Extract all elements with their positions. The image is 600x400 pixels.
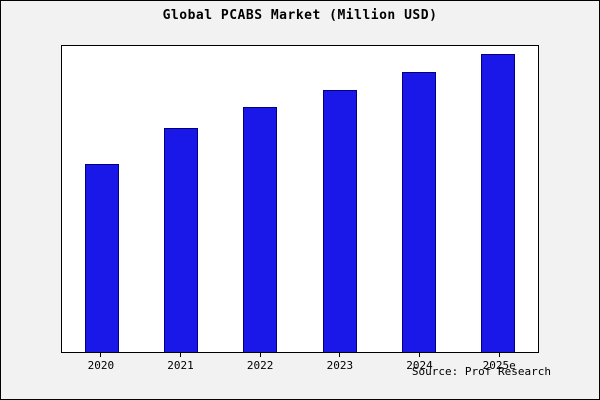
bar-column: [221, 46, 300, 352]
plot-area: [61, 45, 539, 353]
bar: [84, 164, 119, 352]
x-tick: 2025e: [459, 353, 539, 372]
bar-column: [300, 46, 379, 352]
bar: [401, 71, 436, 352]
chart-title: Global PCABS Market (Million USD): [162, 8, 438, 23]
bar: [163, 127, 198, 352]
bar-column: [141, 46, 220, 352]
x-tick: 2022: [220, 353, 300, 372]
x-tick: 2024: [380, 353, 460, 372]
x-axis-labels: 2020 2021 2022 2023 2024 2025e: [61, 353, 539, 372]
bar-column: [379, 46, 458, 352]
bar: [481, 53, 516, 352]
bars: [62, 46, 538, 352]
x-tick: 2021: [141, 353, 221, 372]
x-tick-label: 2023: [326, 359, 354, 372]
x-tick: 2023: [300, 353, 380, 372]
tick-mark: [259, 353, 261, 357]
bar-column: [62, 46, 141, 352]
x-tick-label: 2022: [246, 359, 274, 372]
tick-mark: [339, 353, 341, 357]
tick-mark: [419, 353, 421, 357]
x-tick-label: 2021: [167, 359, 194, 372]
bar: [243, 107, 278, 352]
x-tick-label: 2020: [87, 359, 115, 372]
tick-mark: [180, 353, 181, 357]
bar: [322, 90, 357, 352]
tick-mark: [498, 353, 500, 357]
x-tick-label: 2025e: [482, 359, 516, 372]
bar-column: [459, 46, 538, 352]
x-tick-label: 2024: [406, 359, 433, 372]
source-note: Source: Prof Research: [411, 365, 551, 378]
x-tick: 2020: [61, 353, 141, 372]
tick-mark: [100, 353, 102, 357]
